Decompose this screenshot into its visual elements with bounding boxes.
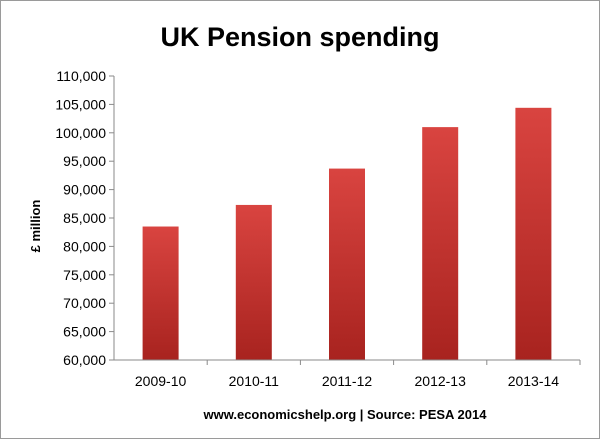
bar-2009-10 xyxy=(142,226,179,360)
x-axis-ticks: 2009-10 2010-11 2011-12 2012-13 2013-14 xyxy=(135,360,581,389)
chart-title: UK Pension spending xyxy=(160,22,440,52)
y-tick-label: 80,000 xyxy=(63,238,106,254)
x-tick-label: 2010-11 xyxy=(229,373,280,389)
x-tick-label: 2012-13 xyxy=(415,373,467,389)
bar-2011-12 xyxy=(329,168,365,360)
y-tick-label: 90,000 xyxy=(63,182,106,198)
x-tick-label: 2009-10 xyxy=(135,373,187,389)
bar-2013-14 xyxy=(515,107,552,360)
bar-2010-11 xyxy=(235,204,272,360)
y-tick-label: 85,000 xyxy=(63,210,106,226)
y-tick-label: 60,000 xyxy=(63,352,106,368)
x-tick-label: 2013-14 xyxy=(508,373,560,389)
bar-2012-13 xyxy=(422,127,459,361)
y-tick-label: 100,000 xyxy=(55,125,106,141)
bars xyxy=(142,107,552,361)
y-tick-label: 110,000 xyxy=(56,68,106,84)
y-tick-label: 95,000 xyxy=(63,153,106,169)
y-tick-label: 70,000 xyxy=(63,295,106,311)
y-tick-label: 65,000 xyxy=(63,324,106,340)
x-axis-label: www.economicshelp.org | Source: PESA 201… xyxy=(203,407,488,422)
y-axis-label: £ million xyxy=(28,200,43,253)
y-axis-ticks: 60,000 65,000 70,000 75,000 80,000 85,000 90,0… xyxy=(55,68,114,368)
x-tick-label: 2011-12 xyxy=(322,373,373,389)
y-tick-label: 105,000 xyxy=(55,96,106,112)
y-tick-label: 75,000 xyxy=(63,267,106,283)
